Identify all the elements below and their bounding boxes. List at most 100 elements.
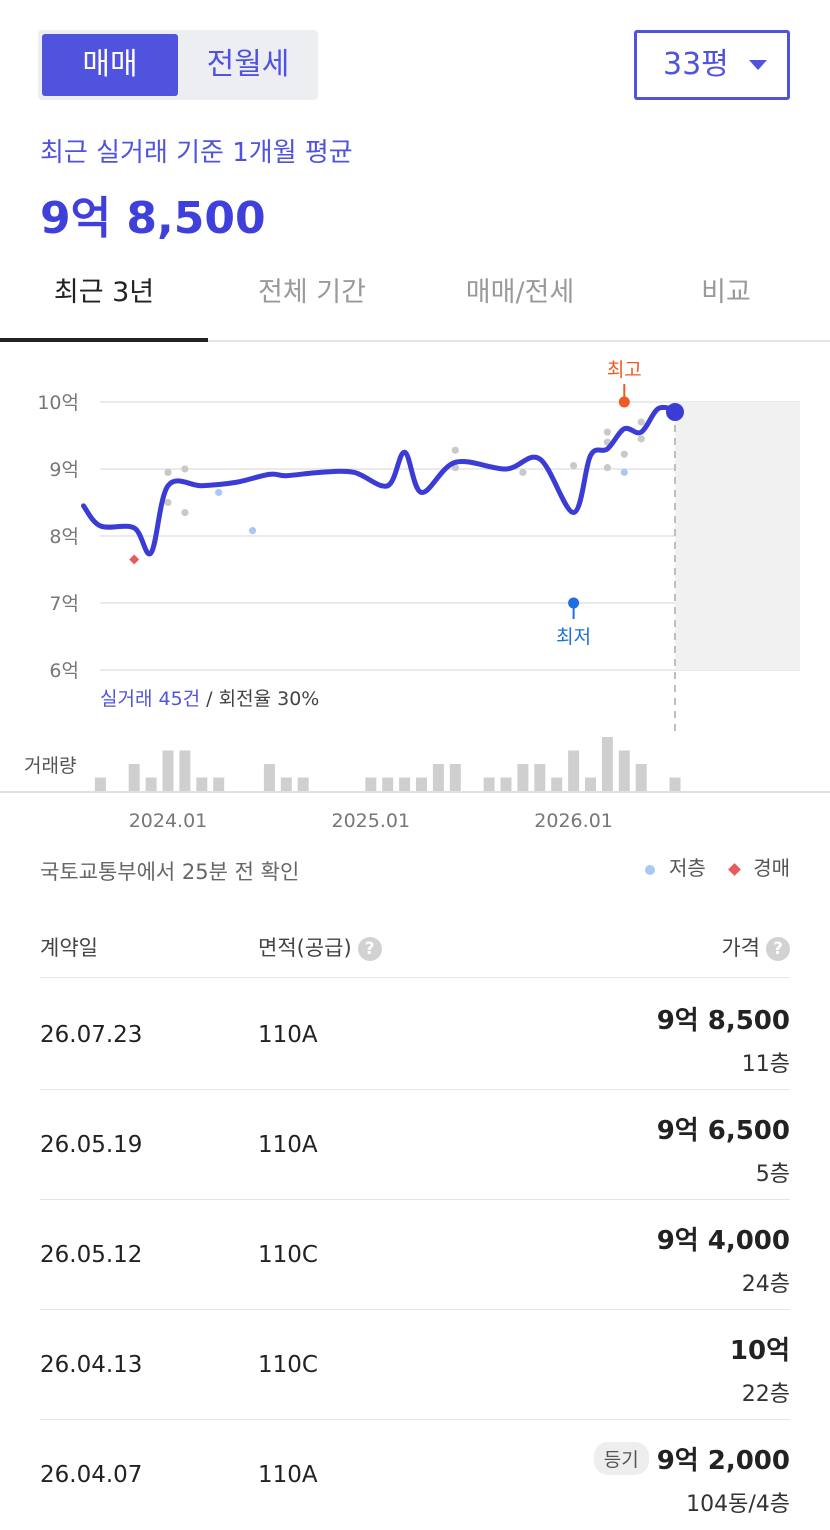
volume-bar	[263, 764, 275, 791]
volume-bar	[551, 777, 563, 791]
help-icon[interactable]: ?	[357, 937, 382, 961]
volume-bar	[449, 764, 461, 791]
rent-tab-button[interactable]: 전월세	[206, 47, 290, 82]
volume-bar	[162, 750, 174, 791]
volume-bar	[585, 777, 596, 791]
volume-bars: 거래량	[0, 737, 830, 793]
volume-bar	[128, 764, 140, 791]
volume-bar	[534, 764, 546, 791]
volume-bar	[145, 777, 157, 791]
tab-compare[interactable]: 비교	[701, 277, 751, 308]
row-date: 26.05.12	[40, 1242, 143, 1268]
volume-bar	[618, 750, 630, 791]
low-floor-point	[248, 527, 257, 535]
registered-badge: 등기	[593, 1442, 649, 1475]
transaction-point	[181, 465, 189, 473]
header-price: 가격?	[721, 932, 790, 962]
table-row[interactable]: 26.07.23 110A 9억 8,500 11층	[40, 980, 790, 1090]
volume-bar	[179, 750, 191, 791]
low-floor-legend-icon	[645, 864, 656, 875]
row-area: 110C	[258, 1352, 318, 1378]
high-marker-label: 최고	[607, 359, 642, 381]
latest-point	[666, 403, 684, 422]
volume-bar	[196, 777, 208, 791]
volume-bar	[635, 764, 647, 791]
header-date: 계약일	[40, 936, 98, 960]
low-floor-legend-label: 저층	[669, 856, 706, 880]
volume-bar	[601, 737, 613, 791]
transaction-point	[451, 446, 459, 454]
transaction-point	[519, 468, 527, 476]
header-area-label: 면적(공급)	[258, 936, 352, 960]
turnover-rate: / 회전율 30%	[200, 688, 319, 710]
volume-label: 거래량	[24, 755, 76, 777]
size-select[interactable]: 33평	[634, 30, 790, 100]
volume-bar	[500, 777, 512, 791]
caret-down-icon	[749, 60, 767, 70]
price-line-path	[81, 404, 678, 557]
y-axis-labels: 10억 9억 8억 7억 6억	[37, 392, 79, 682]
table-header: 계약일 면적(공급)? 가격?	[40, 918, 790, 978]
transaction-point	[637, 418, 645, 426]
volume-bar	[365, 777, 377, 791]
transaction-point	[620, 450, 628, 458]
row-price: 9억 8,500	[656, 1006, 790, 1036]
y-tick-label: 7억	[49, 593, 79, 615]
tab-all-period[interactable]: 전체 기간	[258, 277, 366, 308]
row-price: 9억 6,500	[656, 1116, 790, 1146]
help-icon[interactable]: ?	[766, 937, 790, 961]
transaction-point	[637, 435, 645, 443]
transaction-point	[451, 464, 459, 472]
row-area: 110A	[258, 1022, 318, 1048]
trade-type-toggle: 매매 전월세	[38, 30, 318, 100]
volume-bar	[94, 777, 106, 791]
sale-tab-button[interactable]: 매매	[42, 34, 178, 96]
transaction-point	[603, 428, 612, 436]
volume-bar	[416, 777, 427, 791]
volume-bar	[568, 750, 580, 791]
row-price-value: 9억 2,000	[656, 1446, 790, 1476]
volume-bar	[517, 764, 529, 791]
row-date: 26.05.19	[40, 1132, 143, 1158]
row-price: 9억 4,000	[656, 1226, 790, 1256]
row-area: 110C	[258, 1242, 318, 1268]
volume-bar	[297, 777, 309, 791]
tab-sale-jeonse[interactable]: 매매/전세	[465, 277, 575, 308]
y-tick-label: 6억	[49, 660, 79, 682]
table-row[interactable]: 26.04.13 110C 10억 22층	[40, 1310, 790, 1420]
row-area: 110A	[258, 1462, 318, 1488]
row-price: 등기 9억 2,000	[593, 1440, 790, 1477]
average-price-caption: 최근 실거래 기준 1개월 평균	[40, 138, 353, 168]
tab-recent-3y[interactable]: 최근 3년	[0, 264, 208, 342]
trade-count-caption: 실거래 45건 / 회전율 30%	[100, 688, 319, 710]
size-select-value: 33평	[663, 47, 729, 82]
high-marker-dot	[618, 396, 630, 408]
row-floor: 5층	[755, 1162, 790, 1187]
transaction-point	[164, 498, 172, 507]
row-floor: 11층	[741, 1052, 790, 1077]
chart-legend: 저층 경매	[645, 852, 790, 881]
volume-bar	[669, 777, 681, 791]
auction-legend-icon	[728, 863, 742, 876]
row-floor: 24층	[741, 1272, 790, 1297]
low-marker-dot	[568, 597, 580, 609]
row-floor: 104동/4층	[686, 1492, 790, 1517]
table-row[interactable]: 26.04.07 110A 등기 9억 2,000 104동/4층	[40, 1420, 790, 1530]
auction-legend-label: 경매	[753, 856, 790, 880]
volume-bar	[483, 777, 495, 791]
future-shade	[675, 402, 800, 670]
y-tick-label: 9억	[49, 459, 79, 481]
header-price-label: 가격	[721, 936, 760, 960]
volume-bar	[432, 764, 444, 791]
table-row[interactable]: 26.05.12 110C 9억 4,000 24층	[40, 1200, 790, 1310]
y-tick-label: 10억	[37, 392, 79, 414]
transaction-point	[181, 508, 189, 517]
volume-bar	[280, 777, 292, 791]
auction-point	[129, 554, 140, 565]
volume-bar	[382, 777, 394, 791]
source-note: 국토교통부에서 25분 전 확인	[40, 860, 300, 884]
trade-count: 실거래 45건	[100, 688, 200, 710]
table-row[interactable]: 26.05.19 110A 9억 6,500 5층	[40, 1090, 790, 1200]
